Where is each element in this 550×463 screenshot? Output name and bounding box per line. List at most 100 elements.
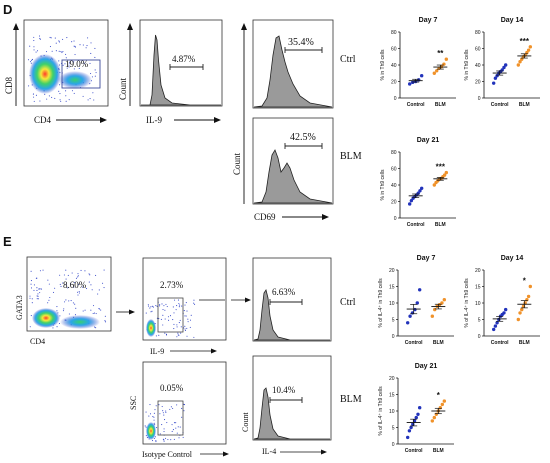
data-point bbox=[503, 63, 508, 67]
d-gating-ylabel: CD8 bbox=[4, 76, 14, 94]
category-label: Control bbox=[405, 448, 423, 454]
y-tick-label: 20 bbox=[475, 79, 481, 85]
d-cd69-xlabel: CD69 bbox=[254, 212, 276, 222]
data-point bbox=[502, 311, 506, 315]
category-label: BLM bbox=[433, 448, 444, 454]
data-point bbox=[434, 412, 439, 416]
data-point bbox=[442, 298, 447, 302]
e-il4-histograms: 6.63% 10.4% Count IL-4 Ctrl BLM bbox=[241, 257, 362, 456]
data-point bbox=[444, 57, 449, 61]
e-gating-plot: 8.60% GATA3 CD4 bbox=[15, 256, 135, 346]
e-iso-pct: 0.05% bbox=[160, 383, 184, 393]
d-il9-histogram: 4.87% Count IL-9 bbox=[118, 19, 223, 125]
data-point bbox=[516, 317, 521, 322]
dot-plot-e-1: 0 5 10 15 20 Day 7 % of IL-4⁺ in Th9 cells Cont… bbox=[378, 255, 454, 346]
data-point bbox=[495, 321, 499, 325]
y-tick-label: 0 bbox=[392, 442, 395, 448]
d-il9-ylabel: Count bbox=[118, 77, 128, 100]
y-tick-label: 20 bbox=[391, 79, 397, 85]
chart-title: Day 14 bbox=[501, 255, 524, 262]
significance-marker: ** bbox=[437, 49, 444, 58]
data-point bbox=[520, 307, 524, 312]
data-point bbox=[432, 183, 437, 187]
panel-label-e: E bbox=[3, 234, 12, 249]
data-point bbox=[438, 406, 443, 410]
e-iso-xlabel: Isotype Control bbox=[142, 450, 193, 459]
y-tick-label: 60 bbox=[391, 46, 397, 52]
data-point bbox=[442, 399, 447, 403]
data-point bbox=[407, 82, 412, 86]
y-tick-label: 15 bbox=[475, 284, 481, 290]
data-point bbox=[405, 435, 410, 440]
chart-title: Day 14 bbox=[501, 17, 524, 24]
y-tick-label: 80 bbox=[475, 30, 481, 36]
d-gate-box bbox=[61, 59, 101, 89]
data-point bbox=[433, 307, 437, 312]
data-point bbox=[493, 324, 498, 328]
dot-plot-e-2: 0 5 10 15 20 Day 14 % of IL-4⁺ in Th9 cells Con… bbox=[464, 255, 540, 346]
y-tick-label: 0 bbox=[394, 96, 397, 102]
data-point bbox=[444, 170, 449, 175]
y-tick-label: 80 bbox=[391, 30, 397, 36]
e-gating-xlabel: CD4 bbox=[30, 337, 45, 346]
y-tick-label: 15 bbox=[389, 392, 395, 398]
y-tick-label: 5 bbox=[478, 317, 481, 323]
y-tick-label: 40 bbox=[475, 63, 481, 69]
y-tick-label: 0 bbox=[392, 334, 395, 340]
d-cd69-blm-pct: 42.5% bbox=[290, 132, 316, 143]
data-point bbox=[432, 71, 437, 75]
significance-marker: * bbox=[437, 391, 441, 400]
d-cd69-ylabel: Count bbox=[232, 152, 242, 175]
significance-marker: *** bbox=[520, 37, 530, 46]
data-point bbox=[435, 69, 439, 73]
data-point bbox=[430, 314, 435, 318]
category-label: Control bbox=[407, 222, 425, 228]
y-tick-label: 0 bbox=[478, 334, 481, 340]
d-cond-blm: BLM bbox=[340, 151, 362, 162]
dot-plot-d-1: 0 20 40 60 80 Day 7 % in Th9 cells Control BLM ** bbox=[380, 17, 456, 108]
data-point bbox=[409, 425, 413, 430]
data-point bbox=[518, 60, 522, 64]
category-label: Control bbox=[491, 102, 509, 108]
chart-ylabel: % in Th9 cells bbox=[380, 169, 386, 201]
data-point bbox=[440, 402, 445, 407]
e-iso-gate bbox=[157, 400, 184, 436]
category-label: BLM bbox=[433, 340, 444, 346]
d-il9-pct: 4.87% bbox=[172, 54, 196, 64]
significance-marker: * bbox=[523, 277, 527, 286]
data-point bbox=[417, 406, 422, 410]
y-tick-label: 20 bbox=[389, 268, 395, 274]
y-tick-label: 80 bbox=[391, 150, 397, 156]
e-ssc-ylabel: SSC bbox=[129, 396, 138, 410]
chart-ylabel: % of IL-4⁺ in Th9 cells bbox=[378, 278, 384, 328]
e-il4-ctrl-pct: 6.63% bbox=[272, 287, 296, 297]
chart-ylabel: % of IL-4⁺ in Th9 cells bbox=[378, 386, 384, 436]
d-gating-plot: 19.0% CD8 CD4 bbox=[4, 19, 109, 125]
y-tick-label: 20 bbox=[389, 376, 395, 382]
d-gating-pct: 19.0% bbox=[65, 59, 89, 69]
data-point bbox=[502, 65, 506, 70]
panel-label-d: D bbox=[3, 2, 12, 17]
chart-ylabel: % in Th9 cells bbox=[380, 49, 386, 81]
y-tick-label: 15 bbox=[389, 284, 395, 290]
category-label: BLM bbox=[519, 340, 530, 346]
data-point bbox=[526, 48, 531, 52]
e-il4-ylabel: Count bbox=[241, 412, 250, 432]
data-point bbox=[419, 186, 424, 190]
category-label: BLM bbox=[435, 222, 446, 228]
chart-title: Day 21 bbox=[417, 137, 440, 144]
e-il9-xlabel: IL-9 bbox=[150, 347, 164, 356]
y-tick-label: 10 bbox=[389, 409, 395, 415]
e-gating-ylabel: GATA3 bbox=[15, 295, 24, 320]
y-tick-label: 20 bbox=[475, 268, 481, 274]
y-tick-label: 60 bbox=[391, 166, 397, 172]
d-il9-xlabel: IL-9 bbox=[146, 115, 162, 125]
d-cd69-ctrl-pct: 35.4% bbox=[288, 37, 314, 48]
y-tick-label: 0 bbox=[478, 96, 481, 102]
data-point bbox=[440, 301, 444, 305]
d-gating-xlabel: CD4 bbox=[34, 115, 52, 125]
data-point bbox=[407, 202, 412, 206]
dot-plot-d-3: 0 20 40 60 80 Day 21 % in Th9 cells Control BLM *… bbox=[380, 137, 456, 228]
chart-ylabel: % of IL-4⁺ in Th9 cells bbox=[464, 278, 470, 328]
data-point bbox=[418, 189, 422, 193]
